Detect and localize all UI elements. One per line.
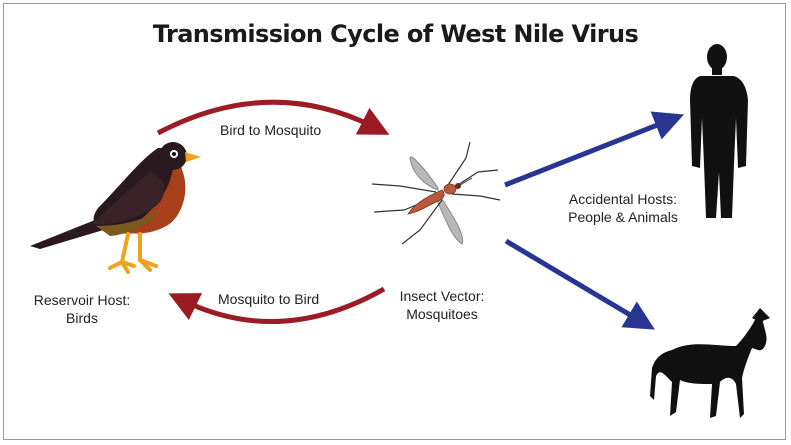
label-reservoir-line1: Reservoir Host: (33, 292, 131, 308)
arrow-bird-to-mosquito (156, 99, 390, 136)
label-accidental-line1: Accidental Hosts: (568, 191, 678, 207)
arrow-to-person (504, 111, 684, 188)
label-insect-vector: Insect Vector: Mosquitoes (386, 287, 498, 323)
label-accidental-line2: People & Animals (568, 209, 678, 225)
label-vector-line2: Mosquitoes (406, 306, 478, 322)
arrow-to-horse (504, 238, 655, 330)
label-accidental-hosts: Accidental Hosts: People & Animals (556, 190, 690, 226)
label-vector-line1: Insect Vector: (399, 288, 485, 304)
label-reservoir-line2: Birds (66, 310, 98, 326)
arrow-mosquito-to-bird (168, 286, 386, 324)
diagram-title: Transmission Cycle of West Nile Virus (152, 20, 639, 48)
label-reservoir-host: Reservoir Host: Birds (30, 291, 134, 327)
horse-icon (650, 308, 770, 418)
label-mosquito-to-bird: Mosquito to Bird (218, 291, 320, 307)
mosquito-icon (371, 141, 501, 245)
label-bird-to-mosquito: Bird to Mosquito (220, 122, 322, 138)
person-icon (690, 44, 748, 218)
bird-icon (30, 142, 201, 274)
